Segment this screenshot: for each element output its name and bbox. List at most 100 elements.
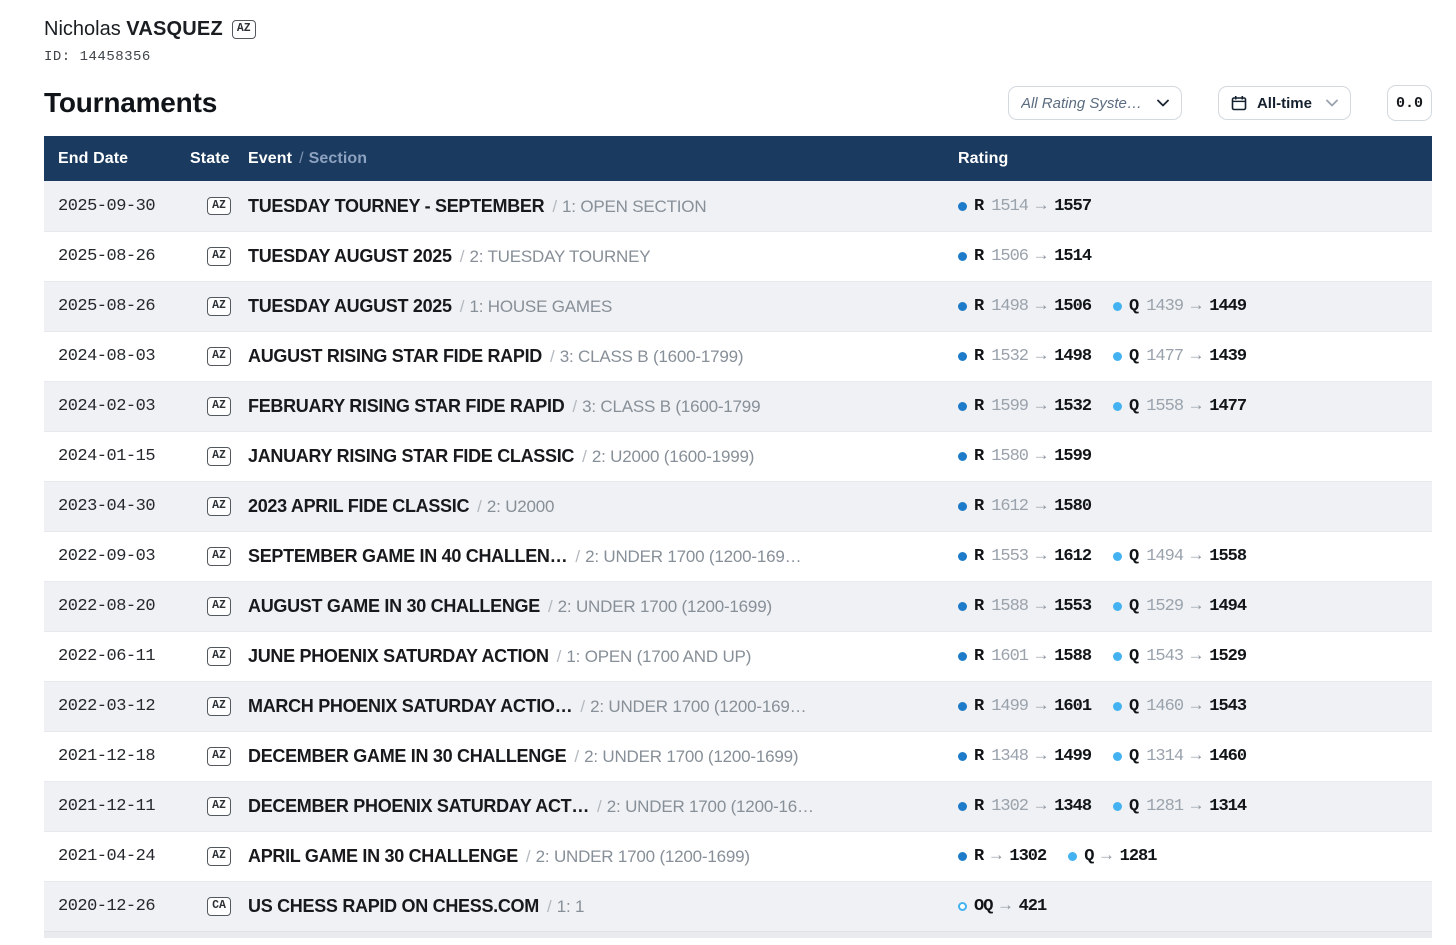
rating-cell: R 1514 → 1557 <box>958 197 1432 216</box>
tournament-row[interactable]: 2024-08-03 AZ AUGUST RISING STAR FIDE RA… <box>44 331 1432 381</box>
tournament-row[interactable]: 2022-06-11 AZ JUNE PHOENIX SATURDAY ACTI… <box>44 631 1432 681</box>
event-section-cell: APRIL GAME IN 30 CHALLENGE /2: UNDER 1700… <box>248 846 958 867</box>
end-date-cell: 2022-08-20 <box>58 597 156 616</box>
q-rating-dot-icon <box>1113 802 1123 811</box>
tournament-row[interactable]: 2022-09-03 AZ SEPTEMBER GAME IN 40 CHALL… <box>44 531 1432 581</box>
rating-cell: R 1348 → 1499 Q 1314 → 1460 <box>958 747 1432 766</box>
rating-q: Q 1281 → 1314 <box>1113 797 1247 816</box>
state-badge: AZ <box>207 797 231 816</box>
event-section-separator: / <box>459 297 465 316</box>
rating-type-label: R <box>974 447 984 466</box>
event-section-cell: JANUARY RISING STAR FIDE CLASSIC /2: U200… <box>248 446 958 467</box>
state-badge: AZ <box>207 397 231 416</box>
end-date-cell: 2020-12-26 <box>58 897 156 916</box>
r-rating-dot-icon <box>958 502 967 511</box>
event-name: AUGUST RISING STAR FIDE RAPID <box>248 346 542 366</box>
column-header-section: Section <box>308 149 368 167</box>
q-rating-dot-icon <box>1068 852 1078 861</box>
rating-new-value: 1281 <box>1119 847 1158 866</box>
rating-system-select[interactable]: All Rating Syste… <box>1007 86 1182 120</box>
tournament-row[interactable]: 2025-08-26 AZ TUESDAY AUGUST 2025 /2: TUE… <box>44 231 1432 281</box>
event-section-separator: / <box>582 447 587 466</box>
r-rating-dot-icon <box>958 752 967 761</box>
event-section-separator: / <box>549 347 555 366</box>
rating-type-label: R <box>974 497 984 516</box>
state-badge: AZ <box>207 647 231 666</box>
tournament-row[interactable]: 2022-08-20 AZ AUGUST GAME IN 30 CHALLENG… <box>44 581 1432 631</box>
time-range-select[interactable]: All-time <box>1217 86 1351 120</box>
rating-old-value: 1281 <box>1146 797 1184 816</box>
rating-r: R 1499 → 1601 <box>958 697 1092 716</box>
page-title: Tournaments <box>44 87 218 118</box>
rating-old-value: 1506 <box>991 247 1029 266</box>
tournament-row[interactable]: 2024-01-15 AZ JANUARY RISING STAR FIDE C… <box>44 431 1432 481</box>
rating-new-value: 1348 <box>1054 797 1092 816</box>
tournament-row[interactable]: 2022-03-12 AZ MARCH PHOENIX SATURDAY ACT… <box>44 681 1432 731</box>
end-date-cell: 2025-09-30 <box>58 196 156 216</box>
state-badge: CA <box>207 897 231 916</box>
end-date-cell: 2021-12-18 <box>58 747 156 766</box>
event-name: APRIL GAME IN 30 CHALLENGE <box>248 846 518 866</box>
tournament-row[interactable]: 2020-12-26 CA US CHESS RAPID ON CHESS.CO… <box>44 881 1432 931</box>
arrow-right-icon: → <box>1036 347 1047 366</box>
tournament-row[interactable]: 2021-04-24 AZ APRIL GAME IN 30 CHALLENGE… <box>44 831 1432 881</box>
rating-type-label: R <box>974 647 984 666</box>
event-name: DECEMBER PHOENIX SATURDAY ACT… <box>248 796 590 816</box>
tournament-row[interactable]: 2021-12-18 AZ DECEMBER GAME IN 30 CHALLE… <box>44 731 1432 781</box>
tournament-row[interactable]: 2021-12-11 AZ DECEMBER PHOENIX SATURDAY … <box>44 781 1432 831</box>
section-name: 3: CLASS B (1600-1799 <box>582 397 761 416</box>
rating-new-value: 1599 <box>1054 447 1092 466</box>
state-cell: AZ <box>190 497 248 516</box>
state-badge: AZ <box>207 497 231 516</box>
r-rating-dot-icon <box>958 602 967 611</box>
rating-type-label: Q <box>1129 747 1139 766</box>
rating-new-value: 1460 <box>1209 747 1247 766</box>
state-cell: AZ <box>190 447 248 466</box>
rating-cell: R 1612 → 1580 <box>958 497 1432 516</box>
arrow-right-icon: → <box>1036 196 1047 216</box>
rating-new-value: 1588 <box>1054 647 1092 666</box>
rating-old-value: 1612 <box>991 497 1029 516</box>
event-section-cell: FEBRUARY RISING STAR FIDE RAPID /3: CLASS… <box>248 396 958 417</box>
player-name-line: Nicholas VASQUEZ AZ <box>44 18 1432 41</box>
arrow-right-icon: → <box>1191 697 1202 716</box>
arrow-right-icon: → <box>1191 347 1202 366</box>
rating-type-label: Q <box>1129 797 1139 816</box>
event-section-cell: MARCH PHOENIX SATURDAY ACTIO… /2: UNDER 1… <box>248 696 958 717</box>
rating-type-label: R <box>974 597 984 616</box>
filter-controls: All Rating Syste… All-time 0.0 <box>1007 85 1432 121</box>
rating-new-value: 1543 <box>1209 697 1247 716</box>
column-header-event-section: Event / Section <box>248 150 958 168</box>
state-badge: AZ <box>207 847 231 866</box>
state-cell: AZ <box>190 397 248 416</box>
rating-r: R 1580 → 1599 <box>958 447 1092 466</box>
arrow-right-icon: → <box>1191 547 1202 566</box>
arrow-right-icon: → <box>1036 547 1047 566</box>
tournament-row[interactable]: 2025-09-30 AZ TUESDAY TOURNEY - SEPTEMBE… <box>44 181 1432 231</box>
arrow-right-icon: → <box>1191 297 1202 316</box>
column-header-end-date: End Date <box>58 149 129 167</box>
rating-new-value: 1314 <box>1209 797 1247 816</box>
rating-new-value: 1553 <box>1054 597 1092 616</box>
event-section-separator: / <box>459 247 465 266</box>
rating-old-value: 1439 <box>1146 297 1184 316</box>
arrow-right-icon: → <box>1000 897 1011 916</box>
rating-old-value: 1588 <box>991 597 1029 616</box>
tournament-row[interactable]: 2024-02-03 AZ FEBRUARY RISING STAR FIDE … <box>44 381 1432 431</box>
end-date-cell: 2025-08-26 <box>58 297 156 316</box>
event-name: 2023 APRIL FIDE CLASSIC <box>248 496 470 516</box>
rating-type-label: Q <box>1129 297 1139 316</box>
event-section-cell: US CHESS RAPID ON CHESS.COM /1: 1 <box>248 896 958 917</box>
arrow-right-icon: → <box>1191 397 1202 416</box>
tournament-row[interactable]: 2025-08-26 AZ TUESDAY AUGUST 2025 /1: HOU… <box>44 281 1432 331</box>
rating-new-value: 1612 <box>1054 547 1092 566</box>
rating-cell: R 1601 → 1588 Q 1543 → 1529 <box>958 647 1432 666</box>
section-name: 2: UNDER 1700 (1200-1699) <box>557 597 772 616</box>
rating-old-value: 1543 <box>1146 647 1184 666</box>
rating-old-value: 1529 <box>1146 597 1184 616</box>
tournament-row[interactable]: 2023-04-30 AZ 2023 APRIL FIDE CLASSIC /2:… <box>44 481 1432 531</box>
rating-new-value: 1449 <box>1209 297 1247 316</box>
score-box[interactable]: 0.0 <box>1386 85 1432 121</box>
state-badge: AZ <box>207 347 231 366</box>
section-name: 2: TUESDAY TOURNEY <box>469 247 651 266</box>
